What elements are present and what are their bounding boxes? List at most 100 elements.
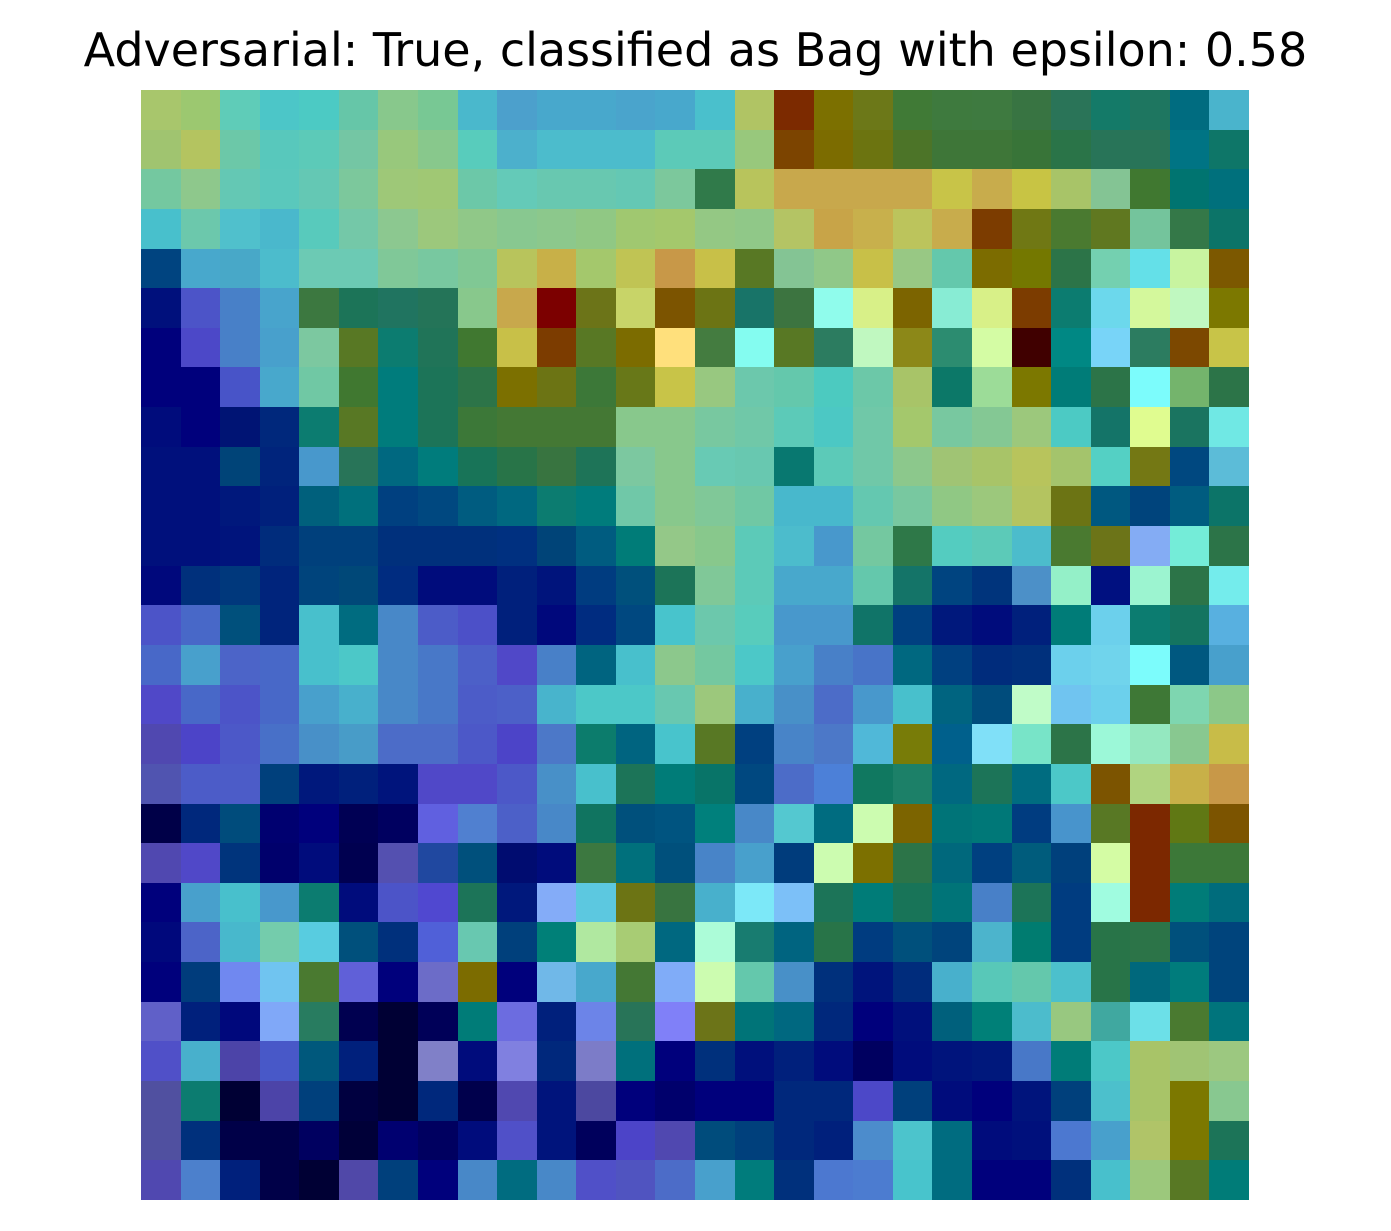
image-pixel [338,327,379,368]
image-pixel [576,882,616,923]
image-pixel [576,367,616,408]
image-pixel [378,407,418,447]
image-pixel [1209,1160,1249,1200]
image-pixel [180,1120,221,1161]
image-pixel [695,367,735,408]
image-pixel [1011,208,1052,249]
image-pixel [418,803,458,844]
image-pixel [141,724,181,764]
image-pixel [220,922,260,963]
image-pixel [1169,922,1210,963]
image-pixel [1209,327,1249,368]
image-pixel [1130,90,1170,130]
image-pixel [932,1081,972,1121]
image-pixel [378,1001,418,1042]
image-pixel [892,407,933,447]
image-pixel [220,288,260,328]
image-pixel [1051,90,1091,130]
image-pixel [734,1041,775,1082]
image-pixel [1090,446,1131,487]
image-pixel [1169,129,1210,170]
image-pixel [813,882,854,923]
image-pixel [972,407,1012,447]
image-pixel [1169,684,1210,725]
image-pixel [338,407,379,447]
image-pixel [1130,605,1170,645]
image-pixel [536,248,577,289]
image-pixel [457,763,498,804]
image-pixel [457,486,498,527]
image-pixel [299,1120,339,1161]
image-pixel [1011,565,1052,606]
image-pixel [378,1041,418,1082]
image-pixel [141,605,181,645]
image-pixel [695,1120,735,1161]
image-pixel [220,526,260,566]
image-pixel [1209,922,1249,963]
image-pixel [497,605,537,645]
image-pixel [774,724,814,764]
image-pixel [220,129,260,170]
image-pixel [497,526,537,566]
image-pixel [655,684,695,725]
image-pixel [892,1041,933,1082]
image-pixel [497,1081,537,1121]
image-pixel [853,367,893,408]
image-pixel [1130,1120,1170,1161]
image-pixel [932,407,972,447]
image-pixel [180,129,221,170]
image-pixel [418,367,458,408]
image-pixel [180,407,221,447]
image-pixel [892,843,933,883]
image-pixel [932,843,972,883]
image-pixel [655,1160,695,1200]
image-pixel [259,169,300,209]
image-pixel [259,803,300,844]
image-pixel [774,644,814,685]
image-pixel [1011,248,1052,289]
image-pixel [1051,882,1091,923]
image-pixel [853,169,893,209]
image-pixel [1051,763,1091,804]
image-pixel [299,288,339,328]
image-pixel [180,763,221,804]
image-pixel [378,1120,418,1161]
image-pixel [655,882,695,923]
image-pixel [972,1081,1012,1121]
image-pixel [299,882,339,923]
image-pixel [1090,763,1131,804]
image-pixel [457,1001,498,1042]
image-pixel [774,407,814,447]
image-pixel [1169,367,1210,408]
image-pixel [853,407,893,447]
image-pixel [1130,962,1170,1002]
image-pixel [418,962,458,1002]
image-pixel [932,248,972,289]
image-pixel [1130,843,1170,883]
image-pixel [338,129,379,170]
image-pixel [853,882,893,923]
image-pixel [259,565,300,606]
image-pixel [892,248,933,289]
image-pixel [615,763,656,804]
image-pixel [655,486,695,527]
image-pixel [892,1081,933,1121]
image-pixel [734,1001,775,1042]
image-pixel [813,962,854,1002]
image-pixel [536,922,577,963]
image-pixel [774,129,814,170]
image-pixel [497,803,537,844]
image-pixel [576,407,616,447]
image-pixel [1209,763,1249,804]
image-pixel [576,446,616,487]
image-pixel [695,605,735,645]
figure-title: Adversarial: True, classified as Bag wit… [83,23,1308,77]
image-pixel [1209,1001,1249,1042]
image-pixel [497,248,537,289]
image-pixel [813,922,854,963]
image-pixel [338,169,379,209]
image-pixel [338,526,379,566]
image-pixel [774,605,814,645]
image-pixel [972,486,1012,527]
image-pixel [378,922,418,963]
